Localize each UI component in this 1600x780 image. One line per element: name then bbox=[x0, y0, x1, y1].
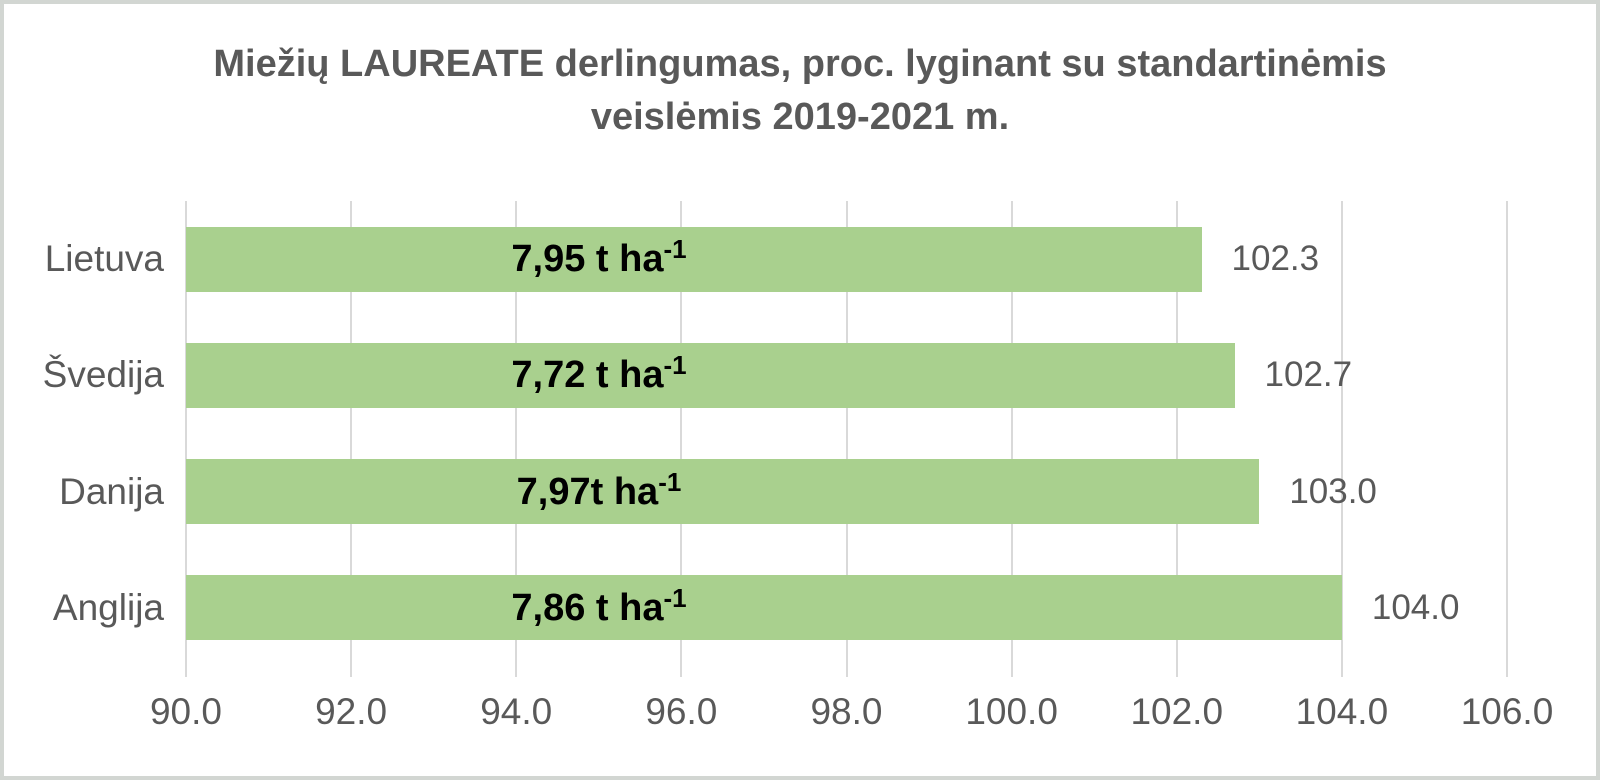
chart-title-line2: veislėmis 2019-2021 m. bbox=[590, 96, 1010, 138]
bar bbox=[186, 342, 1235, 408]
bar bbox=[186, 226, 1202, 292]
x-axis-tick-label: 98.0 bbox=[810, 691, 883, 732]
gridline bbox=[1340, 201, 1343, 677]
gridline bbox=[515, 201, 518, 677]
x-axis-tick-label: 100.0 bbox=[965, 691, 1058, 732]
gridline bbox=[1010, 201, 1013, 677]
category-label: Anglija bbox=[52, 586, 164, 628]
gridline bbox=[1175, 201, 1178, 677]
x-axis-tick-label: 92.0 bbox=[315, 691, 388, 732]
bar-inner-label-superscript: -1 bbox=[658, 466, 682, 497]
gridline bbox=[1506, 201, 1508, 677]
x-axis-tick-label: 102.0 bbox=[1130, 691, 1224, 732]
bar bbox=[186, 459, 1260, 525]
bar-inner-label: 7,95 t ha-1 bbox=[319, 234, 879, 284]
value-label: 102.7 bbox=[1264, 355, 1353, 395]
category-label: Danija bbox=[59, 470, 164, 512]
gridline bbox=[185, 201, 187, 677]
category-label: Lietuva bbox=[44, 238, 164, 280]
gridline bbox=[350, 201, 353, 677]
x-axis-tick-label: 104.0 bbox=[1295, 691, 1389, 732]
bar-inner-label: 7,86 t ha-1 bbox=[319, 582, 879, 633]
bar-inner-label-superscript: -1 bbox=[663, 582, 687, 613]
bar-inner-label-text: 7,72 t ha bbox=[511, 354, 664, 397]
chart-title-line1: Miežių LAUREATE derlingumas, proc. lygin… bbox=[213, 43, 1387, 85]
gridline bbox=[845, 201, 848, 677]
value-label: 103.0 bbox=[1289, 471, 1377, 511]
bar-inner-label: 7,97t ha-1 bbox=[319, 466, 879, 517]
bar-inner-label-text: 7,86 t ha bbox=[511, 586, 664, 629]
bar-inner-label: 7,72 t ha-1 bbox=[319, 350, 879, 400]
x-axis-tick-label: 96.0 bbox=[645, 691, 718, 732]
bar-inner-label-text: 7,97t ha bbox=[516, 470, 659, 513]
gridline bbox=[680, 201, 683, 677]
bar-inner-label-superscript: -1 bbox=[663, 350, 687, 381]
bar-inner-label-text: 7,95 t ha bbox=[511, 238, 664, 281]
value-label: 102.3 bbox=[1231, 239, 1320, 279]
x-axis-tick-label: 106.0 bbox=[1460, 691, 1554, 732]
value-label: 104.0 bbox=[1371, 587, 1460, 627]
chart-title: Miežių LAUREATE derlingumas, proc. lygin… bbox=[4, 38, 1596, 144]
bar bbox=[186, 575, 1342, 641]
x-axis-tick-label: 94.0 bbox=[480, 691, 553, 732]
category-label: Švedija bbox=[42, 354, 164, 396]
chart-plot-area: Lietuva 7,95 t ha-1 102.3 Švedija 7,72 t ha-… bbox=[4, 4, 1596, 776]
x-axis-tick-label: 90.0 bbox=[149, 691, 222, 732]
bar-inner-label-superscript: -1 bbox=[663, 234, 687, 265]
